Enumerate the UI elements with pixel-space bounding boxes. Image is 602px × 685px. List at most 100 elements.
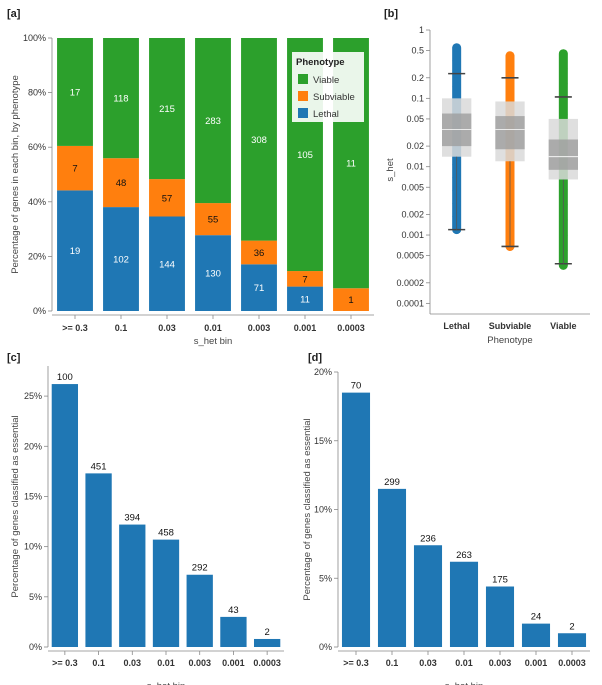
segment-label: 7 — [302, 274, 307, 285]
data-point — [505, 51, 515, 61]
y-tick-label: 20% — [28, 251, 46, 261]
data-point — [559, 79, 568, 89]
box-inner-subviable — [495, 116, 525, 150]
bar-value-label: 2 — [569, 621, 574, 632]
segment-label: 118 — [113, 94, 128, 105]
data-point — [505, 65, 515, 74]
bar — [51, 384, 79, 647]
y-tick-label: 0.0002 — [396, 278, 424, 288]
x-tick-label: 0.001 — [222, 658, 245, 668]
y-tick-label: 80% — [28, 88, 46, 98]
bar-segment-subviable — [103, 158, 139, 208]
x-axis-title: s_het bin — [147, 681, 186, 685]
x-tick-label: >= 0.3 — [62, 323, 88, 333]
y-tick-label: 0% — [319, 642, 332, 652]
bar-segment-viable — [57, 38, 93, 146]
y-tick-label: 0.05 — [406, 114, 424, 124]
legend-title: Phenotype — [296, 57, 345, 68]
bar-value-label: 236 — [420, 533, 436, 544]
bar-segment-viable — [149, 38, 185, 180]
segment-label: 1 — [348, 295, 353, 306]
bar-value-label: 24 — [531, 612, 542, 623]
y-tick-label: 20% — [24, 441, 42, 451]
segment-label: 57 — [162, 193, 173, 204]
bar-value-label: 292 — [192, 563, 208, 574]
x-tick-label: >= 0.3 — [52, 658, 78, 668]
y-tick-label: 1 — [419, 25, 424, 35]
segment-label: 7 — [72, 164, 77, 175]
bar-segment-lethal — [195, 235, 231, 311]
x-tick-label: 0.0003 — [253, 658, 281, 668]
segment-label: 36 — [254, 248, 265, 259]
x-tick-label: 0.001 — [294, 323, 317, 333]
x-axis-title: s_het bin — [194, 336, 233, 347]
segment-label: 11 — [300, 294, 310, 305]
x-tick-label: 0.1 — [115, 323, 128, 333]
x-tick-label: 0.0003 — [337, 323, 365, 333]
panel-d: [d] 0% 5% 10% 15% 20% 70 >= 0.3 299 0.1 236 0.03 263… — [302, 352, 590, 685]
legend-label-lethal: Lethal — [313, 109, 339, 120]
bar — [85, 473, 112, 647]
data-point — [559, 109, 568, 119]
legend-swatch-subviable — [298, 91, 308, 101]
segment-label: 308 — [251, 135, 267, 146]
legend-swatch-lethal — [298, 108, 308, 118]
data-point — [452, 43, 461, 53]
data-point — [505, 92, 515, 101]
panel-label-b: [b] — [384, 8, 398, 20]
bar-segment-lethal — [57, 190, 93, 311]
bar — [220, 616, 247, 647]
bar-segment-subviable — [195, 203, 231, 236]
y-tick-label: 0.02 — [406, 141, 424, 151]
bar-value-label: 100 — [57, 372, 73, 383]
x-tick-label: Viable — [550, 321, 576, 331]
bar-segment-viable — [195, 38, 231, 204]
x-tick-label: 0.03 — [419, 658, 437, 668]
bar-segment-subviable — [149, 179, 185, 217]
x-tick-label: 0.003 — [248, 323, 271, 333]
y-axis-title: Percentage of genes classified as essent… — [302, 418, 313, 600]
bar — [119, 524, 146, 647]
segment-label: 215 — [159, 104, 175, 115]
legend-label-viable: Viable — [313, 75, 339, 86]
bar-value-label: 299 — [384, 477, 400, 488]
data-point — [559, 49, 568, 59]
segment-label: 48 — [116, 178, 127, 189]
bar-segment-subviable — [57, 145, 93, 191]
x-tick-label: 0.0003 — [558, 658, 586, 668]
y-tick-label: 60% — [28, 142, 46, 152]
panel-b: [b] 1 0.5 0.2 0.1 0.05 0.02 0.01 0.005 0.002 0.001… — [384, 8, 590, 346]
x-tick-label: 0.1 — [386, 658, 399, 668]
bar — [485, 586, 515, 647]
bar-value-label: 70 — [351, 381, 362, 392]
bar — [557, 633, 587, 647]
segment-label: 283 — [205, 116, 221, 127]
x-tick-label: Lethal — [443, 321, 470, 331]
y-tick-label: 5% — [29, 592, 42, 602]
bar — [449, 561, 479, 647]
y-tick-label: 0.5 — [411, 46, 424, 56]
panel-c-label: [c] — [7, 352, 21, 364]
y-tick-label: 0% — [33, 306, 46, 316]
y-tick-label: 0.1 — [411, 93, 424, 103]
bar-value-label: 394 — [124, 513, 140, 524]
bar — [377, 488, 407, 647]
segment-label: 144 — [159, 259, 175, 270]
bar — [341, 392, 371, 647]
y-tick-label: 0.0001 — [396, 298, 424, 308]
y-tick-label: 100% — [23, 33, 46, 43]
y-tick-label: 0% — [29, 642, 42, 652]
y-tick-label: 10% — [24, 542, 42, 552]
bar-segment-viable — [103, 38, 139, 159]
bar-segment-subviable — [287, 271, 323, 287]
legend-swatch-viable — [298, 74, 308, 84]
segment-label: 19 — [70, 246, 81, 257]
y-axis-title: s_het — [385, 158, 396, 182]
bar-segment-subviable — [241, 240, 277, 265]
y-tick-label: 20% — [314, 367, 332, 377]
bar-segment-viable — [241, 38, 277, 241]
x-tick-label: Subviable — [489, 321, 532, 331]
x-tick-label: 0.01 — [157, 658, 175, 668]
x-tick-label: 0.03 — [158, 323, 176, 333]
